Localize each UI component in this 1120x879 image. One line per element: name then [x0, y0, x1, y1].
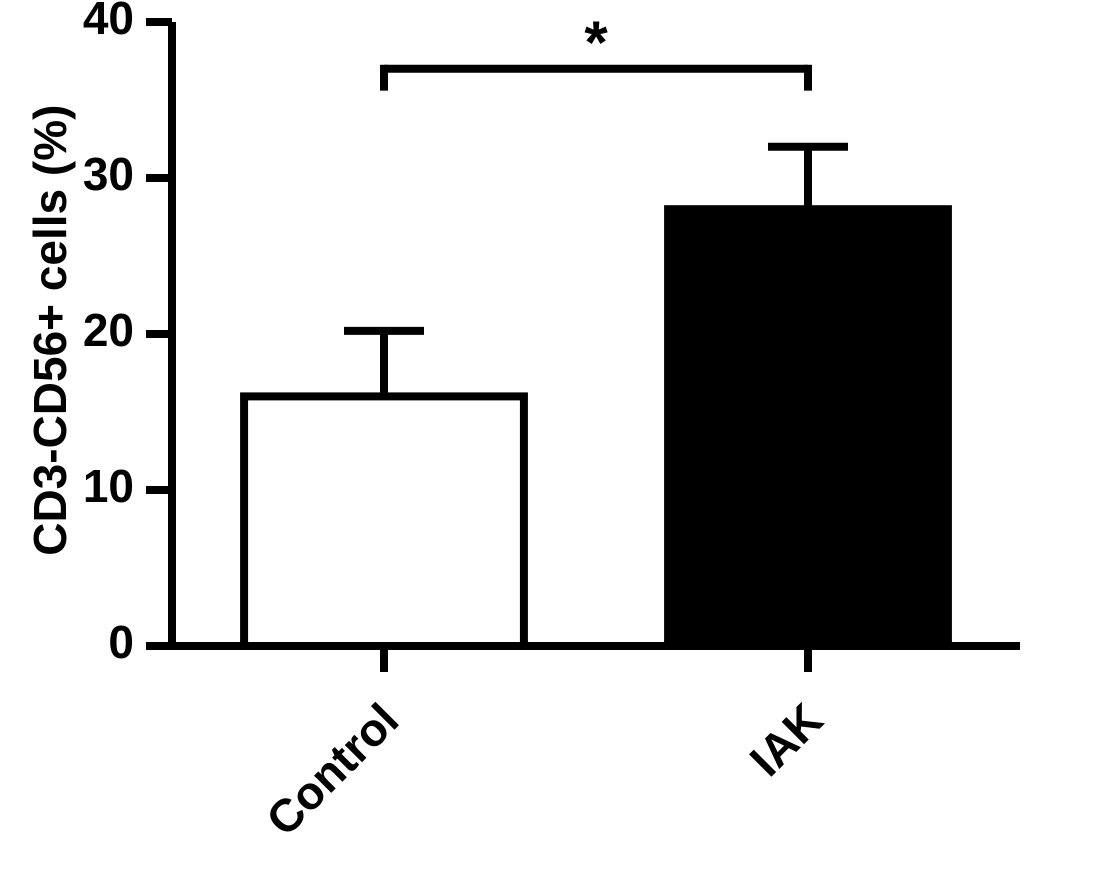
chart-container: 010203040ControlIAKCD3-CD56+ cells (%)*: [0, 0, 1120, 879]
y-tick-label: 40: [83, 0, 134, 44]
bar: [244, 396, 524, 646]
bar: [668, 209, 948, 646]
y-tick-label: 30: [83, 148, 134, 200]
y-tick-label: 10: [83, 460, 134, 512]
significance-star: *: [584, 9, 608, 76]
y-axis-label: CD3-CD56+ cells (%): [24, 105, 76, 556]
y-tick-label: 0: [108, 616, 134, 668]
bar-chart-svg: 010203040ControlIAKCD3-CD56+ cells (%)*: [0, 0, 1120, 879]
y-tick-label: 20: [83, 304, 134, 356]
